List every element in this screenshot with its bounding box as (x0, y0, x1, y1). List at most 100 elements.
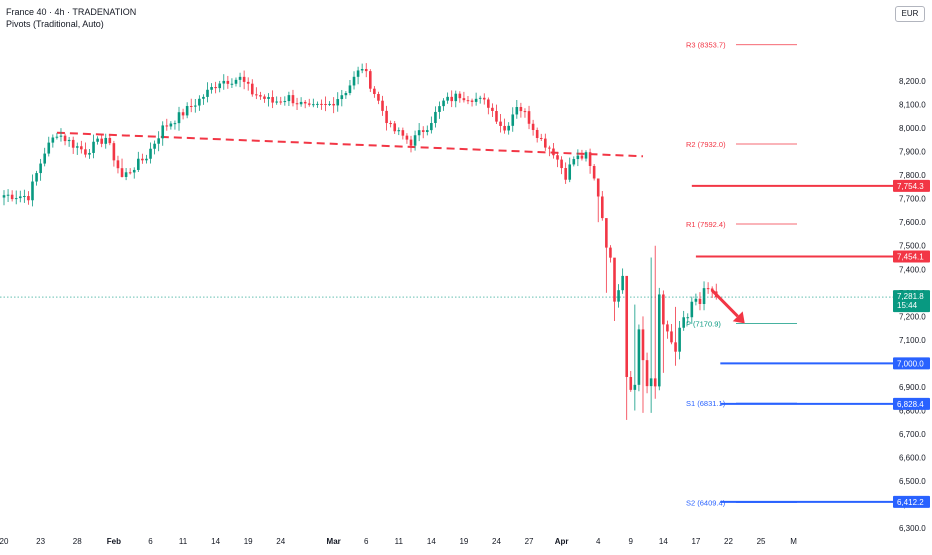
candle-body (645, 360, 649, 387)
candle-body (59, 135, 63, 137)
candle-body (515, 107, 519, 115)
time-tick-label: Mar (327, 537, 341, 546)
pivot-label-r3: R3 (8353.7) (686, 41, 726, 50)
candle-body (27, 196, 30, 201)
support-level-label: 7,000.0 (897, 359, 924, 368)
candle-body (421, 130, 425, 132)
time-tick-label: 19 (459, 537, 468, 546)
candle-body (364, 68, 368, 72)
candle-body (222, 80, 226, 84)
chart-legend: France 40 · 4h · TRADENATION Pivots (Tra… (6, 6, 136, 30)
candle-body (120, 168, 124, 177)
candle-body (210, 87, 213, 90)
candle-body (189, 106, 193, 108)
candle-body (621, 275, 624, 291)
time-tick-label: 25 (757, 537, 766, 546)
resistance-trendline (56, 131, 644, 158)
forecast-arrow-shaft (711, 289, 739, 318)
candle-body (698, 298, 702, 305)
candle-body (6, 194, 10, 196)
time-tick-label: 24 (276, 537, 285, 546)
candle-body (344, 93, 348, 96)
candle-body (584, 152, 588, 159)
price-axis[interactable] (893, 0, 932, 550)
candle-body (71, 139, 75, 148)
support-level-label: 6,412.2 (897, 498, 924, 507)
candle-body (14, 198, 18, 200)
price-tick-label: 6,500.0 (899, 477, 926, 486)
candle-body (287, 95, 291, 102)
candle-body (340, 95, 344, 100)
candle-body (572, 159, 576, 165)
candle-body (625, 275, 629, 377)
candle-body (649, 378, 653, 387)
candle-body (161, 125, 165, 139)
candle-body (149, 148, 152, 159)
candle-body (539, 138, 543, 140)
candle-body (47, 142, 51, 154)
time-tick-label: 14 (659, 537, 668, 546)
resistance-level-label: 7,754.3 (897, 182, 924, 191)
candle-body (670, 331, 673, 343)
candle-body (605, 218, 608, 248)
candle-body (100, 138, 103, 144)
time-tick-label: Apr (555, 537, 569, 546)
candle-body (556, 155, 559, 160)
time-axis[interactable] (0, 530, 893, 550)
candle-body (409, 139, 413, 146)
price-tick-label: 7,500.0 (899, 242, 926, 251)
candle-body (702, 288, 706, 305)
indicator-title[interactable]: Pivots (Traditional, Auto) (6, 19, 104, 29)
time-tick-label: 14 (211, 537, 220, 546)
support-level-tag (893, 495, 930, 508)
candle-body (279, 101, 283, 103)
candle-body (662, 294, 665, 325)
resistance-level-label: 7,454.1 (897, 253, 924, 262)
candle-body (2, 195, 6, 198)
candle-body (356, 70, 360, 77)
candle-body (417, 130, 421, 136)
candle-body (128, 172, 132, 174)
candle-body (466, 100, 470, 102)
time-tick-label: 4 (596, 537, 601, 546)
candle-body (303, 101, 307, 104)
price-tick-label: 6,600.0 (899, 454, 926, 463)
candle-body (470, 100, 474, 102)
time-tick-label: 24 (492, 537, 501, 546)
candle-body (401, 130, 405, 136)
candle-body (613, 257, 616, 302)
candle-body (568, 164, 572, 180)
candle-body (552, 148, 555, 156)
candle-body (75, 146, 79, 148)
pivot-label-p: P (7170.9) (686, 319, 721, 328)
candle-body (666, 324, 669, 332)
price-tick-label: 8,200.0 (899, 77, 926, 86)
time-tick-label: 23 (36, 537, 45, 546)
price-tick-label: 6,900.0 (899, 383, 926, 392)
time-tick-label: 20 (0, 537, 9, 546)
candle-body (157, 138, 160, 144)
candle-body (482, 97, 486, 100)
candle-body (181, 112, 185, 116)
candle-body (491, 107, 494, 111)
candle-body (576, 155, 580, 160)
symbol-title[interactable]: France 40 · 4h · TRADENATION (6, 7, 137, 17)
time-tick-label: 9 (629, 537, 634, 546)
currency-button[interactable]: EUR (895, 6, 925, 22)
time-tick-label: 27 (525, 537, 534, 546)
candle-body (373, 88, 376, 95)
candle-body (527, 111, 531, 124)
candle-body (10, 194, 14, 200)
price-tick-label: 7,600.0 (899, 218, 926, 227)
candle-body (238, 76, 242, 80)
candle-body (234, 79, 238, 84)
candle-body (425, 130, 429, 132)
price-tick-label: 6,300.0 (899, 524, 926, 533)
candle-body (35, 173, 38, 182)
candle-body (438, 106, 441, 112)
candle-body (405, 135, 409, 140)
time-tick-label: 22 (724, 537, 733, 546)
candle-body (352, 76, 356, 86)
